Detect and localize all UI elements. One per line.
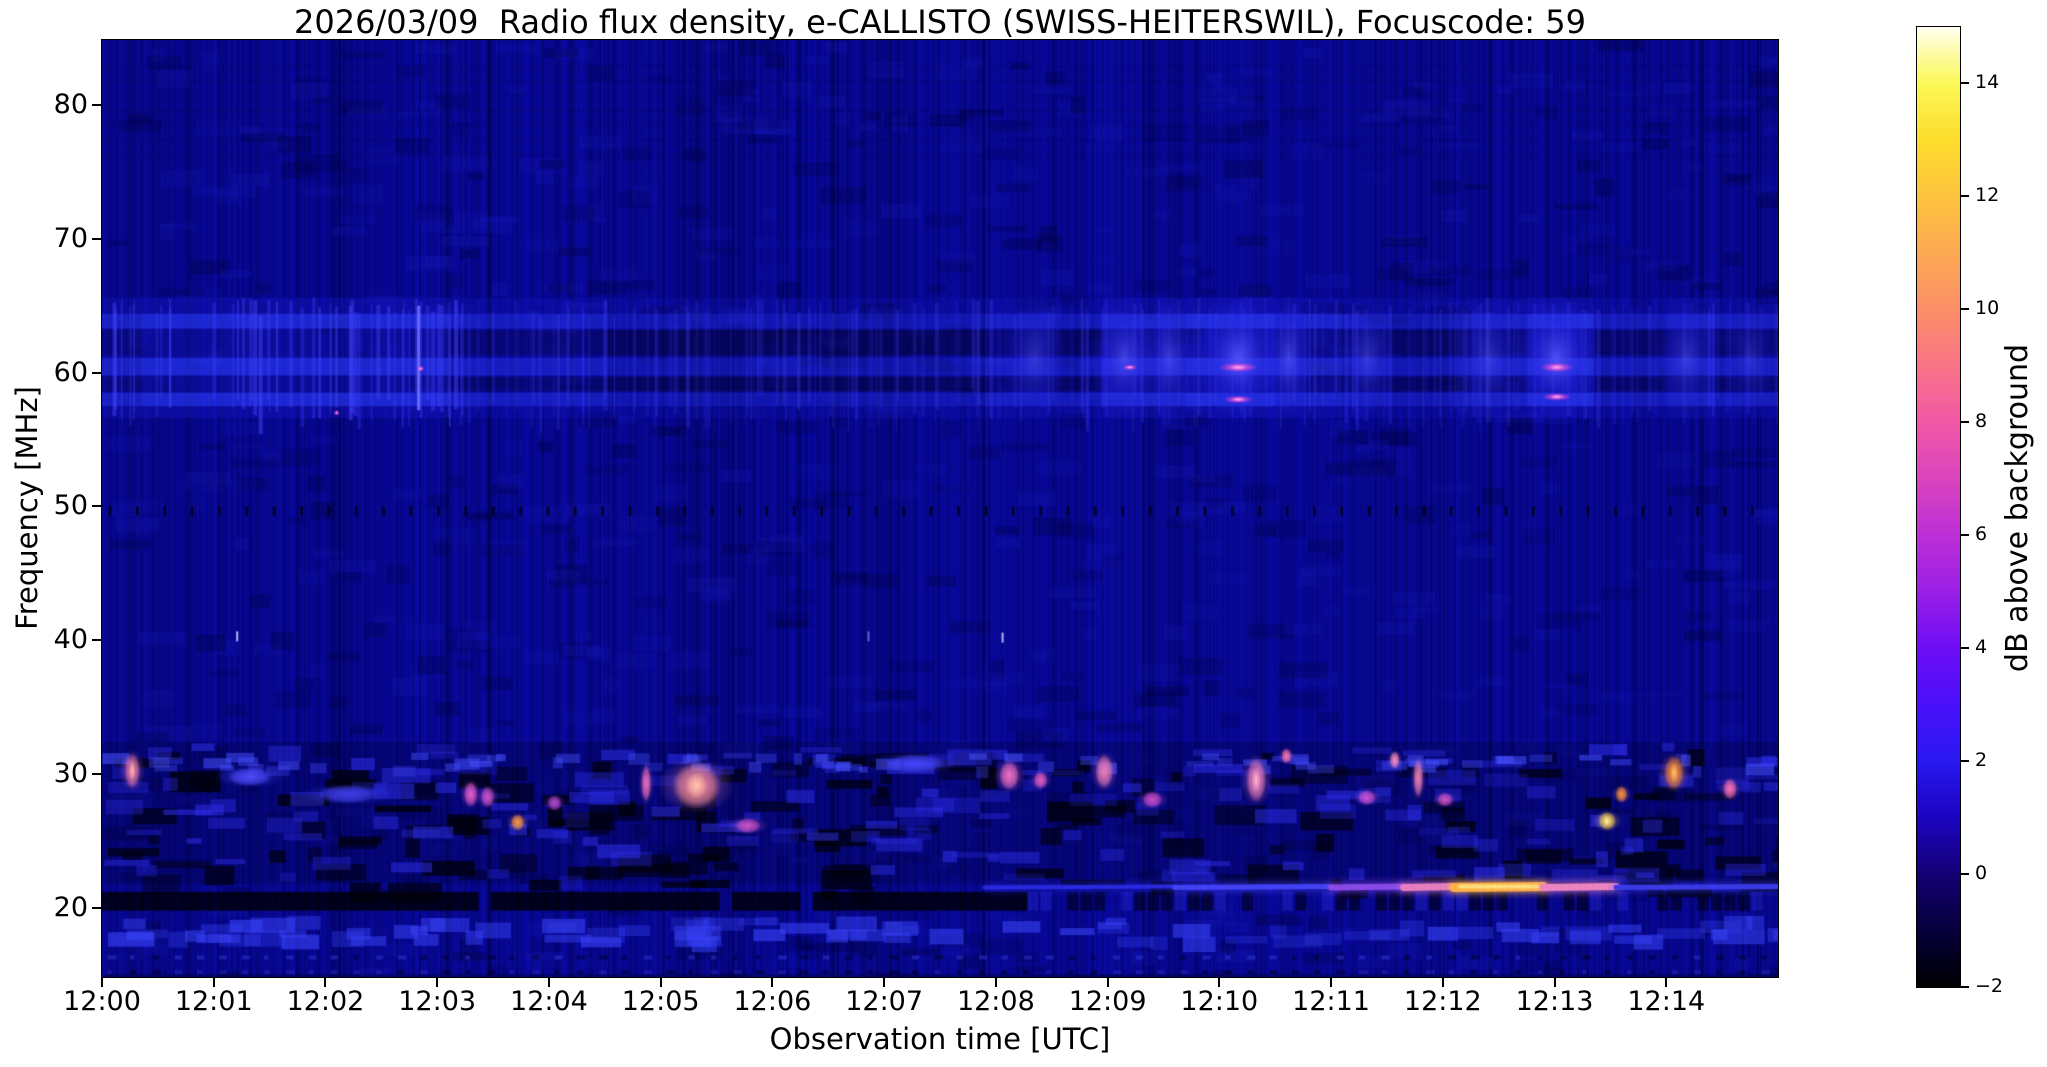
y-tick-label: 70 (53, 222, 88, 254)
y-tick-mark (92, 371, 101, 374)
y-tick-label: 20 (53, 891, 88, 923)
x-tick-label: 12:11 (1292, 986, 1370, 1017)
x-tick-mark (101, 978, 103, 987)
colorbar-tick-label: 8 (1975, 410, 1988, 433)
y-tick-label: 40 (53, 624, 88, 656)
x-tick-label: 12:14 (1627, 986, 1706, 1017)
x-tick-label: 12:10 (1180, 986, 1259, 1017)
colorbar-tick-label: 6 (1975, 523, 1988, 546)
y-tick-label: 60 (53, 356, 88, 388)
x-tick-mark (994, 978, 997, 987)
x-tick-mark (212, 978, 215, 987)
x-tick-mark (771, 978, 774, 987)
y-tick-label: 30 (53, 758, 88, 790)
colorbar-tick-mark (1961, 873, 1969, 876)
colorbar-tick-mark (1961, 82, 1969, 85)
y-tick-mark (92, 104, 101, 107)
chart-title: 2026/03/09 Radio flux density, e-CALLIST… (294, 3, 1586, 41)
x-tick-mark (547, 978, 550, 987)
x-tick-mark (1441, 978, 1444, 987)
colorbar-tick-label: −2 (1975, 975, 2004, 997)
y-tick-mark (92, 639, 101, 642)
x-tick-label: 12:07 (845, 986, 924, 1017)
x-tick-mark (883, 978, 886, 987)
colorbar-tick-label: 0 (1975, 862, 1988, 885)
x-tick-label: 12:01 (174, 986, 253, 1017)
x-tick-mark (659, 978, 662, 987)
x-tick-label: 12:06 (733, 986, 812, 1017)
x-tick-label: 12:09 (1068, 986, 1147, 1017)
colorbar-tick-mark (1961, 308, 1969, 311)
colorbar-tick-mark (1961, 534, 1969, 537)
y-tick-mark (92, 773, 101, 776)
x-tick-mark (436, 978, 439, 987)
x-tick-mark (1553, 978, 1556, 987)
colorbar-tick-mark (1961, 421, 1969, 424)
x-tick-label: 12:08 (956, 986, 1035, 1017)
x-tick-mark (324, 978, 327, 987)
x-tick-mark (1330, 978, 1333, 987)
x-tick-label: 12:13 (1515, 986, 1594, 1017)
x-tick-label: 12:00 (63, 986, 141, 1017)
x-tick-label: 12:12 (1403, 986, 1482, 1017)
colorbar-tick-label: 4 (1975, 636, 1988, 659)
x-axis-label: Observation time [UTC] (769, 1022, 1111, 1056)
x-tick-label: 12:03 (398, 986, 477, 1017)
y-tick-label: 80 (53, 89, 88, 121)
colorbar-tick-mark (1961, 195, 1969, 198)
colorbar-tick-mark (1961, 647, 1969, 650)
colorbar-tick-label: 2 (1975, 749, 1988, 772)
colorbar-tick-label: 14 (1975, 71, 2000, 94)
x-tick-label: 12:04 (510, 986, 588, 1017)
x-tick-mark (1218, 978, 1221, 987)
colorbar-tick-mark (1961, 986, 1969, 988)
colorbar-tick-mark (1961, 760, 1969, 763)
colorbar-tick-label: 12 (1975, 184, 2000, 207)
y-tick-mark (92, 237, 101, 240)
x-tick-mark (1106, 978, 1109, 987)
x-tick-label: 12:02 (286, 986, 365, 1017)
colorbar (1916, 26, 1961, 988)
spectrogram-canvas (102, 40, 1778, 977)
y-tick-label: 50 (53, 490, 88, 522)
x-tick-label: 12:05 (621, 986, 700, 1017)
y-tick-mark (92, 505, 101, 508)
colorbar-tick-label: 10 (1975, 297, 2000, 320)
spectrogram-plot (101, 39, 1779, 978)
x-tick-mark (1665, 978, 1668, 987)
y-tick-mark (92, 906, 101, 909)
